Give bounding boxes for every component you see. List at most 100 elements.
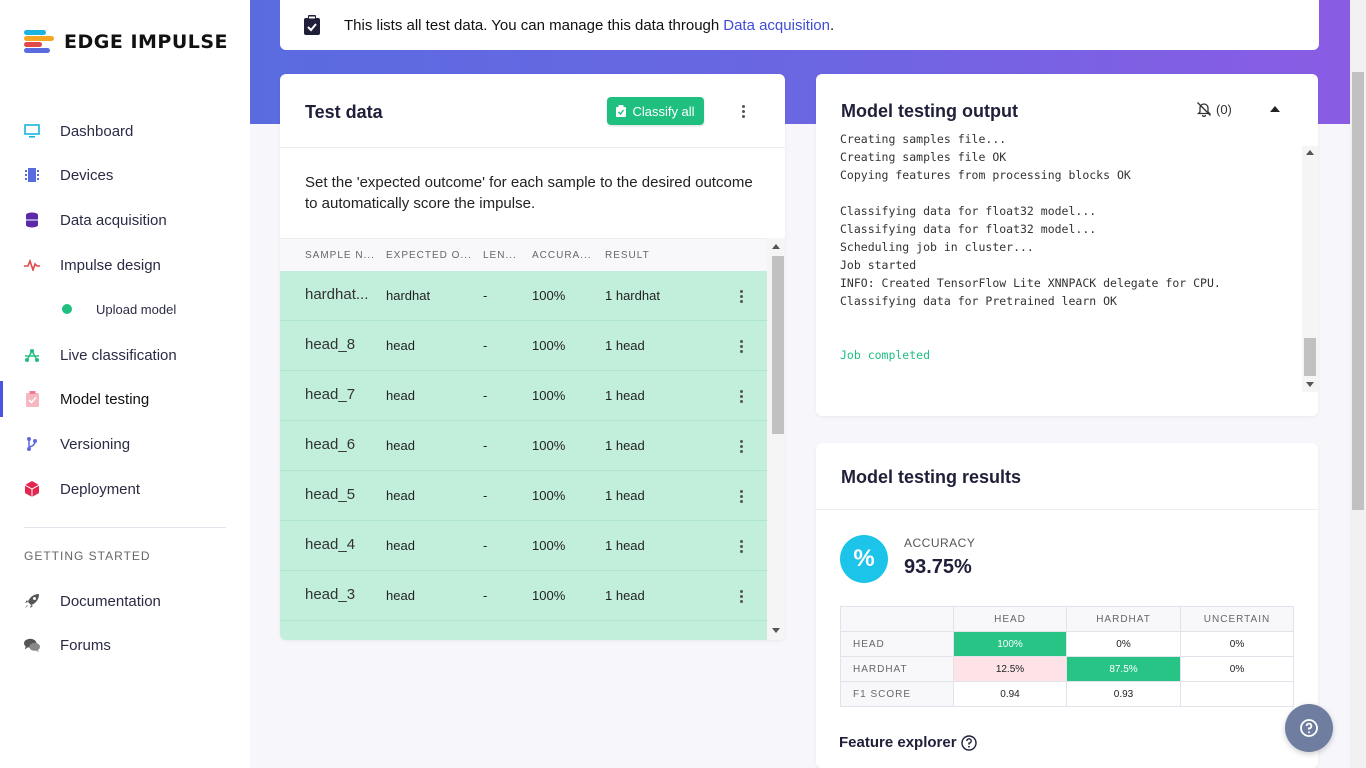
row-menu-icon[interactable] [739, 390, 743, 403]
cell-length: - [483, 538, 488, 553]
table-body: hardhat... hardhat - 100% 1 hardhat head… [280, 271, 785, 640]
scroll-up-arrow-icon[interactable] [772, 244, 780, 249]
page-scrollbar[interactable] [1350, 0, 1366, 768]
sidebar-item-impulse-design[interactable]: Impulse design [0, 247, 250, 283]
sidebar-item-label: Dashboard [60, 122, 134, 140]
classify-all-button[interactable]: Classify all [607, 97, 704, 125]
log-line: Scheduling job in cluster... [840, 240, 1034, 254]
table-row[interactable]: hardhat... hardhat - 100% 1 hardhat [280, 271, 767, 321]
cell-sample: hardhat... [305, 286, 369, 303]
table-scrollbar[interactable] [767, 238, 785, 640]
row-menu-icon[interactable] [739, 340, 743, 353]
monitor-icon [24, 123, 40, 139]
log-line [840, 310, 1300, 328]
output-title: Model testing output [841, 101, 1018, 121]
scroll-down-arrow-icon[interactable] [1306, 382, 1314, 387]
sidebar-item-data-acquisition[interactable]: Data acquisition [0, 202, 250, 238]
row-menu-icon[interactable] [739, 540, 743, 553]
sidebar-item-label: Documentation [60, 592, 161, 610]
sidebar-item-label: Devices [60, 166, 114, 184]
table-row[interactable] [280, 621, 767, 640]
cell-sample: head_7 [305, 386, 356, 403]
cell-expected: head [386, 388, 415, 403]
dot-icon [62, 304, 72, 314]
sidebar-item-label: Impulse design [60, 256, 161, 274]
classify-all-label: Classify all [632, 103, 695, 119]
matrix-cell: 100% [953, 631, 1067, 657]
scrollbar-thumb[interactable] [1304, 338, 1316, 376]
column-header-expected[interactable]: EXPECTED O... [386, 249, 472, 261]
cell-expected: head [386, 338, 415, 353]
log-line: INFO: Created TensorFlow Lite XNNPACK de… [840, 276, 1221, 290]
branch-icon [24, 436, 40, 452]
sidebar-item-forums[interactable]: Forums [0, 627, 250, 663]
cell-result: 1 hardhat [605, 288, 660, 303]
table-row[interactable]: head_3 head - 100% 1 head [280, 571, 767, 621]
accuracy-value: 93.75% [904, 556, 972, 578]
matrix-cell: 0% [1066, 631, 1181, 657]
sidebar-item-label: Forums [60, 636, 111, 654]
scrollbar-thumb[interactable] [772, 256, 784, 434]
data-acquisition-link[interactable]: Data acquisition [723, 16, 830, 34]
row-menu-icon[interactable] [739, 490, 743, 503]
table-row[interactable]: head_8 head - 100% 1 head [280, 321, 767, 371]
table-row[interactable]: head_7 head - 100% 1 head [280, 371, 767, 421]
cell-result: 1 head [605, 538, 645, 553]
log-line: Creating samples file OK [840, 150, 1007, 164]
brand-logo[interactable]: EDGE IMPULSE [24, 30, 228, 54]
clipboard-check-icon [304, 15, 320, 35]
test-data-menu-icon[interactable] [741, 105, 745, 118]
sidebar-item-model-testing[interactable]: Model testing [0, 381, 250, 417]
cell-expected: head [386, 438, 415, 453]
row-menu-icon[interactable] [739, 290, 743, 303]
scroll-down-arrow-icon[interactable] [772, 628, 780, 633]
sidebar-item-label: Upload model [96, 301, 177, 317]
column-header-sample[interactable]: SAMPLE N... [305, 249, 375, 261]
row-menu-icon[interactable] [739, 440, 743, 453]
collapse-caret-icon[interactable] [1270, 106, 1280, 112]
sidebar-item-label: Model testing [60, 390, 150, 408]
test-data-table: SAMPLE N... EXPECTED O... LEN... ACCURA.… [280, 238, 785, 640]
row-menu-icon[interactable] [739, 590, 743, 603]
clipboard-check-icon [616, 105, 627, 117]
test-data-header: Test data Classify all [280, 74, 785, 148]
log-scrollbar[interactable] [1302, 146, 1318, 392]
table-row[interactable]: head_5 head - 100% 1 head [280, 471, 767, 521]
log-line: Classifying data for Pretrained learn OK [840, 294, 1117, 308]
column-header-length[interactable]: LEN... [483, 249, 517, 261]
database-icon [24, 212, 40, 228]
scroll-up-arrow-icon[interactable] [1306, 150, 1314, 155]
column-header-result[interactable]: RESULT [605, 249, 650, 261]
sidebar-item-documentation[interactable]: Documentation [0, 583, 250, 619]
notification-toggle[interactable]: (0) [1196, 101, 1232, 117]
log-line: Copying features from processing blocks … [840, 168, 1131, 182]
column-header-accuracy[interactable]: ACCURA... [532, 249, 592, 261]
cell-length: - [483, 488, 488, 503]
matrix-cell: 0% [1180, 631, 1294, 657]
sidebar-item-label: Deployment [60, 480, 141, 498]
sidebar-item-label: Live classification [60, 346, 177, 364]
sidebar-item-dashboard[interactable]: Dashboard [0, 113, 250, 149]
cell-accuracy: 100% [532, 288, 566, 303]
sidebar-item-deployment[interactable]: Deployment [0, 471, 250, 507]
cell-sample: head_4 [305, 536, 356, 553]
cell-expected: head [386, 588, 415, 603]
table-row[interactable]: head_6 head - 100% 1 head [280, 421, 767, 471]
page-scrollbar-thumb[interactable] [1352, 72, 1364, 510]
matrix-row-header: F1 SCORE [840, 681, 954, 707]
help-circle-icon[interactable] [960, 734, 977, 751]
cell-accuracy: 100% [532, 438, 566, 453]
table-row[interactable]: head_4 head - 100% 1 head [280, 521, 767, 571]
sidebar-item-label: Data acquisition [60, 211, 167, 229]
sidebar-item-upload-model[interactable]: Upload model [0, 291, 250, 327]
sidebar-item-versioning[interactable]: Versioning [0, 426, 250, 462]
log-line-completed: Job completed [840, 348, 931, 362]
sidebar-item-live-classification[interactable]: Live classification [0, 337, 250, 373]
cell-accuracy: 100% [532, 488, 566, 503]
log-line [840, 328, 1300, 346]
cell-result: 1 head [605, 488, 645, 503]
sidebar-item-devices[interactable]: Devices [0, 157, 250, 193]
help-button[interactable] [1285, 704, 1333, 752]
percent-icon: % [840, 535, 888, 583]
network-icon [24, 347, 40, 363]
